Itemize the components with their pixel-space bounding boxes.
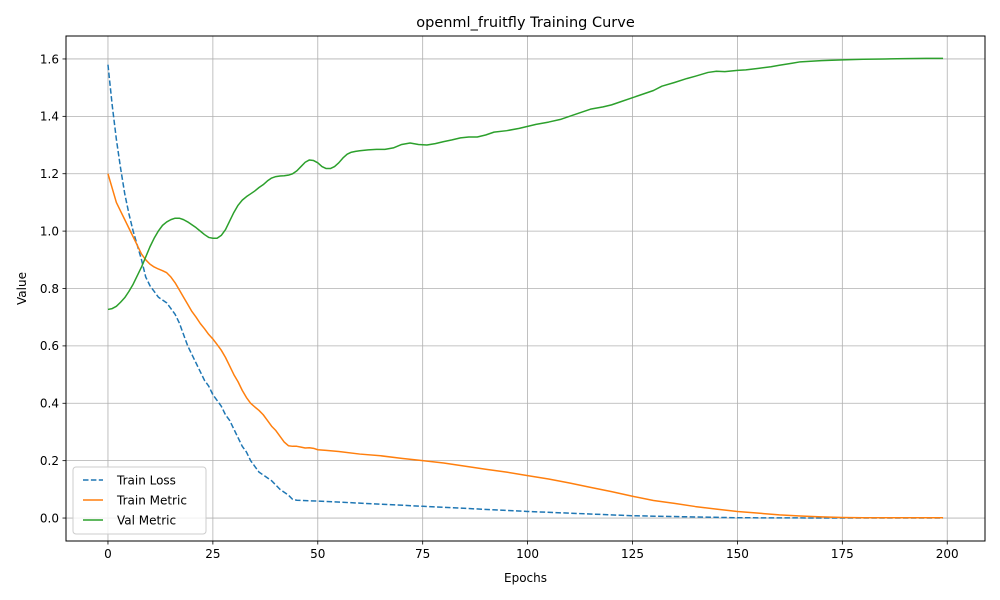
y-tick-label: 0.8 [40,282,59,296]
x-tick-label: 0 [104,547,112,561]
chart-title: openml_fruitfly Training Curve [416,15,635,31]
series-line-val-metric [107,57,944,311]
axis-ticks: 0 25 50 75 100 125 150 175 200 0.0 0.2 0.4 0.6 0.8 1.0… [40,52,959,561]
series-lines [107,57,944,519]
x-tick-label: 125 [621,547,644,561]
x-tick-label: 50 [310,547,325,561]
x-tick-label: 175 [831,547,854,561]
grid [66,36,985,541]
x-tick-label: 100 [516,547,539,561]
y-tick-label: 1.4 [40,110,59,124]
series-line-train-metric [107,173,944,519]
y-tick-label: 1.6 [40,52,59,66]
legend-label-train-loss: Train Loss [116,473,176,487]
series-line-train-loss [107,64,944,519]
x-tick-label: 200 [936,547,959,561]
legend-label-val-metric: Val Metric [117,513,176,527]
y-axis-title: Value [15,272,29,305]
y-tick-label: 0.6 [40,339,59,353]
legend: Train Loss Train Metric Val Metric [72,466,207,535]
y-tick-label: 1.2 [40,167,59,181]
y-tick-label: 1.0 [40,224,59,238]
legend-items: Train Loss Train Metric Val Metric [83,473,187,527]
legend-label-train-metric: Train Metric [116,493,187,507]
x-tick-label: 25 [205,547,220,561]
legend-box [72,466,207,535]
x-tick-label: 75 [415,547,430,561]
x-tick-label: 150 [726,547,749,561]
y-tick-label: 0.2 [40,454,59,468]
y-tick-label: 0.4 [40,397,59,411]
y-tick-label: 0.0 [40,511,59,525]
x-axis-title: Epochs [504,571,547,585]
